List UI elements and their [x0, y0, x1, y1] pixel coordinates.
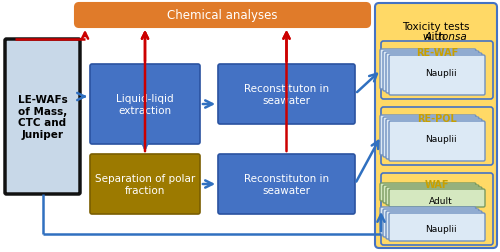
Text: Toxicity tests: Toxicity tests [402, 22, 470, 32]
Text: Reconstituton in
seawater: Reconstituton in seawater [244, 174, 329, 195]
FancyBboxPatch shape [90, 154, 200, 214]
FancyBboxPatch shape [386, 187, 482, 205]
FancyBboxPatch shape [389, 56, 485, 96]
FancyBboxPatch shape [381, 173, 493, 245]
FancyBboxPatch shape [218, 154, 355, 214]
FancyBboxPatch shape [389, 213, 485, 241]
Text: Liquid-liqid
extraction: Liquid-liqid extraction [116, 94, 174, 115]
FancyBboxPatch shape [383, 209, 479, 237]
FancyBboxPatch shape [380, 207, 476, 235]
Text: RE-POL: RE-POL [417, 114, 457, 123]
FancyBboxPatch shape [380, 50, 476, 90]
Text: Chemical analyses: Chemical analyses [167, 10, 278, 22]
FancyBboxPatch shape [380, 183, 476, 201]
FancyBboxPatch shape [218, 65, 355, 124]
Text: Nauplii: Nauplii [425, 68, 457, 77]
FancyBboxPatch shape [386, 54, 482, 94]
Text: with: with [423, 32, 449, 42]
FancyBboxPatch shape [5, 40, 80, 194]
Text: Separation of polar
fraction: Separation of polar fraction [95, 174, 195, 195]
FancyBboxPatch shape [389, 189, 485, 207]
FancyBboxPatch shape [383, 117, 479, 158]
FancyBboxPatch shape [383, 52, 479, 92]
FancyBboxPatch shape [386, 119, 482, 159]
FancyBboxPatch shape [90, 65, 200, 144]
Text: Reconstituton in
seawater: Reconstituton in seawater [244, 84, 329, 105]
FancyBboxPatch shape [381, 42, 493, 100]
FancyBboxPatch shape [75, 4, 370, 28]
Text: Adult: Adult [429, 196, 453, 205]
FancyBboxPatch shape [381, 108, 493, 165]
FancyBboxPatch shape [389, 121, 485, 161]
Text: Nauplii: Nauplii [425, 225, 457, 234]
FancyBboxPatch shape [375, 4, 497, 248]
Text: WAF: WAF [425, 179, 449, 189]
FancyBboxPatch shape [386, 211, 482, 239]
Text: RE-WAF: RE-WAF [416, 48, 458, 58]
Text: A. tonsa: A. tonsa [424, 32, 468, 42]
Text: Nauplii: Nauplii [425, 134, 457, 143]
Text: LE-WAFs
of Mass,
CTC and
Juniper: LE-WAFs of Mass, CTC and Juniper [18, 95, 68, 139]
FancyBboxPatch shape [380, 115, 476, 155]
FancyBboxPatch shape [383, 185, 479, 203]
